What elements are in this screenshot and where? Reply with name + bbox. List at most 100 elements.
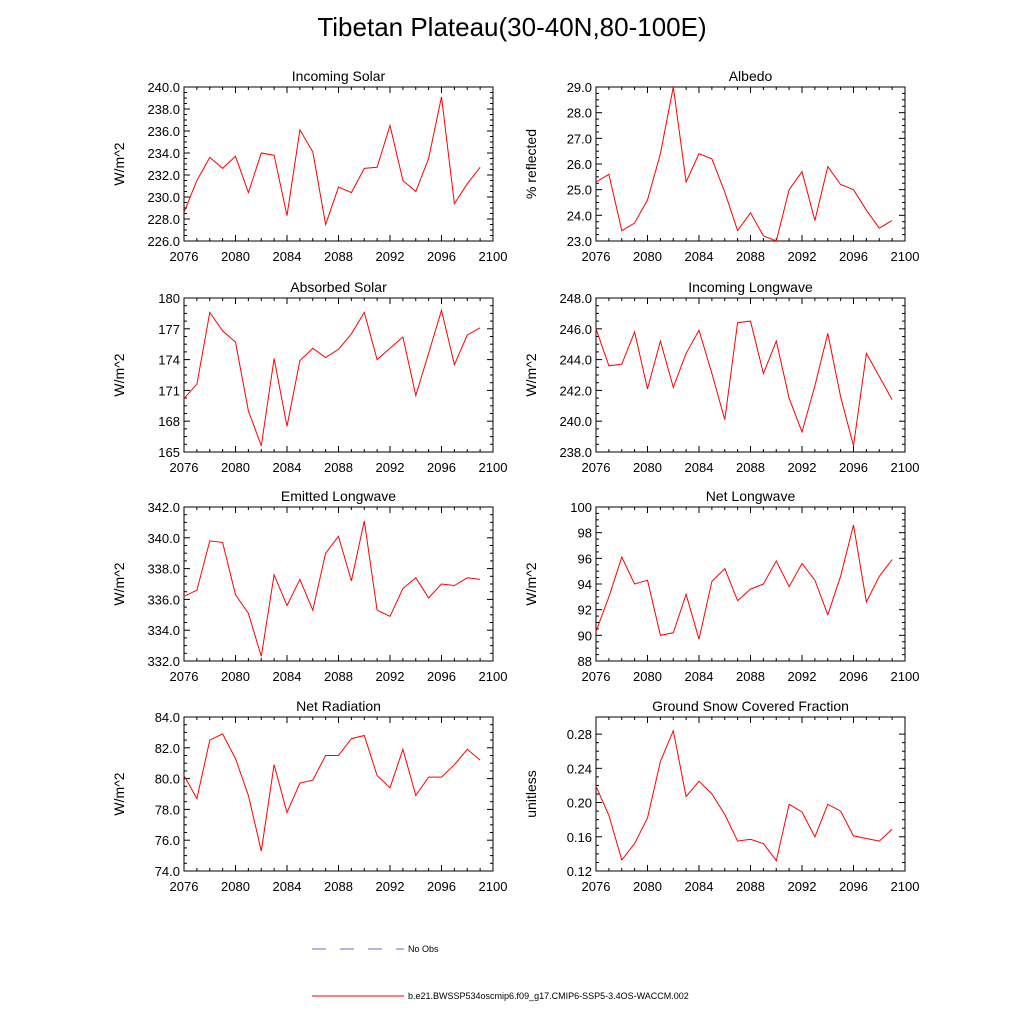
y-tick-label: 168 (158, 414, 180, 429)
y-tick-label: 238.0 (559, 445, 592, 460)
x-tick-label: 2092 (788, 249, 817, 264)
y-tick-label: 226.0 (147, 234, 180, 249)
series-line (183, 733, 481, 852)
x-tick-label: 2096 (839, 460, 868, 475)
y-tick-label: 332.0 (147, 654, 180, 669)
x-tick-label: 2100 (891, 879, 920, 894)
y-tick-label: 246.0 (559, 322, 592, 337)
x-tick-label: 2096 (839, 879, 868, 894)
panel-title: Incoming Solar (292, 68, 386, 84)
x-tick-label: 2084 (685, 879, 714, 894)
x-tick-label: 2080 (221, 249, 250, 264)
y-tick-label: 24.0 (567, 208, 592, 223)
series-line (595, 728, 893, 862)
panel-title: Absorbed Solar (290, 279, 387, 295)
y-tick-label: 96 (578, 551, 592, 566)
panel-title: Incoming Longwave (688, 279, 813, 295)
x-tick-label: 2084 (685, 669, 714, 684)
series-line (595, 320, 893, 446)
x-tick-label: 2080 (633, 249, 662, 264)
y-tick-label: 340.0 (147, 531, 180, 546)
x-tick-label: 2080 (633, 879, 662, 894)
y-tick-label: 0.12 (567, 864, 592, 879)
panel-title: Net Longwave (706, 488, 796, 504)
chart-panel: Emitted Longwave W/m^2 2076 2080 2084 2088 209… (111, 488, 507, 684)
y-axis-label: W/m^2 (111, 142, 127, 185)
y-tick-label: 238.0 (147, 102, 180, 117)
y-tick-label: 248.0 (559, 291, 592, 306)
x-tick-label: 2088 (324, 460, 353, 475)
plot-frame (183, 506, 494, 662)
y-tick-label: 165 (158, 445, 180, 460)
y-tick-label: 100 (570, 500, 592, 515)
x-tick-label: 2084 (273, 460, 302, 475)
y-tick-label: 177 (158, 322, 180, 337)
x-tick-label: 2100 (479, 460, 508, 475)
x-tick-label: 2096 (427, 249, 456, 264)
y-tick-label: 242.0 (559, 383, 592, 398)
x-tick-label: 2092 (376, 249, 405, 264)
x-tick-label: 2100 (479, 669, 508, 684)
x-tick-label: 2088 (324, 879, 353, 894)
y-tick-label: 0.28 (567, 727, 592, 742)
x-tick-label: 2092 (376, 460, 405, 475)
y-tick-label: 230.0 (147, 190, 180, 205)
y-tick-label: 171 (158, 383, 180, 398)
x-tick-label: 2076 (582, 669, 611, 684)
y-tick-label: 80.0 (155, 772, 180, 787)
y-tick-label: 180 (158, 291, 180, 306)
y-tick-label: 232.0 (147, 168, 180, 183)
y-tick-label: 334.0 (147, 623, 180, 638)
y-tick-label: 74.0 (155, 864, 180, 879)
x-tick-label: 2080 (633, 669, 662, 684)
y-tick-label: 240.0 (147, 80, 180, 95)
chart-panel: Net Longwave W/m^2 2076 2080 2084 2088 2092 209… (523, 488, 919, 684)
y-tick-label: 28.0 (567, 106, 592, 121)
y-tick-label: 92 (578, 603, 592, 618)
chart-panel: Ground Snow Covered Fraction unitless 2076… (523, 698, 919, 894)
y-tick-label: 82.0 (155, 741, 180, 756)
x-tick-label: 2096 (427, 669, 456, 684)
panel-title: Net Radiation (296, 698, 381, 714)
plot-frame (595, 86, 906, 242)
x-tick-label: 2092 (788, 879, 817, 894)
panel-title: Albedo (729, 68, 773, 84)
y-tick-label: 98 (578, 526, 592, 541)
x-tick-label: 2088 (736, 879, 765, 894)
x-tick-label: 2096 (427, 460, 456, 475)
x-tick-label: 2080 (221, 669, 250, 684)
chart-panel: Incoming Longwave W/m^2 2076 2080 2084 2088 20… (523, 279, 919, 475)
plot-frame (183, 716, 494, 872)
chart-panel: Absorbed Solar W/m^2 2076 2080 2084 2088 2092 2… (111, 279, 507, 475)
x-tick-label: 2088 (736, 669, 765, 684)
y-axis-label: W/m^2 (111, 562, 127, 605)
x-tick-label: 2092 (788, 669, 817, 684)
x-tick-label: 2076 (170, 249, 199, 264)
y-tick-label: 76.0 (155, 833, 180, 848)
y-tick-label: 78.0 (155, 802, 180, 817)
x-tick-label: 2100 (479, 249, 508, 264)
chart-panels: Incoming Solar W/m^2 2076 2080 2084 2088 2092 2… (111, 68, 919, 894)
y-tick-label: 0.20 (567, 796, 592, 811)
y-axis-label: % reflected (523, 129, 539, 199)
panel-title: Emitted Longwave (281, 488, 396, 504)
y-tick-label: 0.16 (567, 830, 592, 845)
x-tick-label: 2092 (376, 879, 405, 894)
x-tick-label: 2084 (685, 249, 714, 264)
x-tick-label: 2076 (582, 460, 611, 475)
x-tick-label: 2084 (273, 249, 302, 264)
legend: No Obs b.e21.BWSSP534oscmip6.f09_g17.CMI… (312, 944, 689, 1001)
plot-frame (595, 716, 906, 872)
x-tick-label: 2096 (839, 669, 868, 684)
y-tick-label: 240.0 (559, 414, 592, 429)
chart-panel: Incoming Solar W/m^2 2076 2080 2084 2088 2092 2… (111, 68, 507, 264)
y-tick-label: 94 (578, 577, 592, 592)
y-tick-label: 26.0 (567, 157, 592, 172)
plot-frame (183, 86, 494, 242)
chart-panel: Albedo % reflected 2076 2080 2084 2088 2092 209… (523, 68, 919, 264)
y-tick-label: 236.0 (147, 124, 180, 139)
series-line (183, 308, 481, 446)
y-tick-label: 0.24 (567, 761, 592, 776)
y-tick-label: 342.0 (147, 500, 180, 515)
x-tick-label: 2096 (839, 249, 868, 264)
